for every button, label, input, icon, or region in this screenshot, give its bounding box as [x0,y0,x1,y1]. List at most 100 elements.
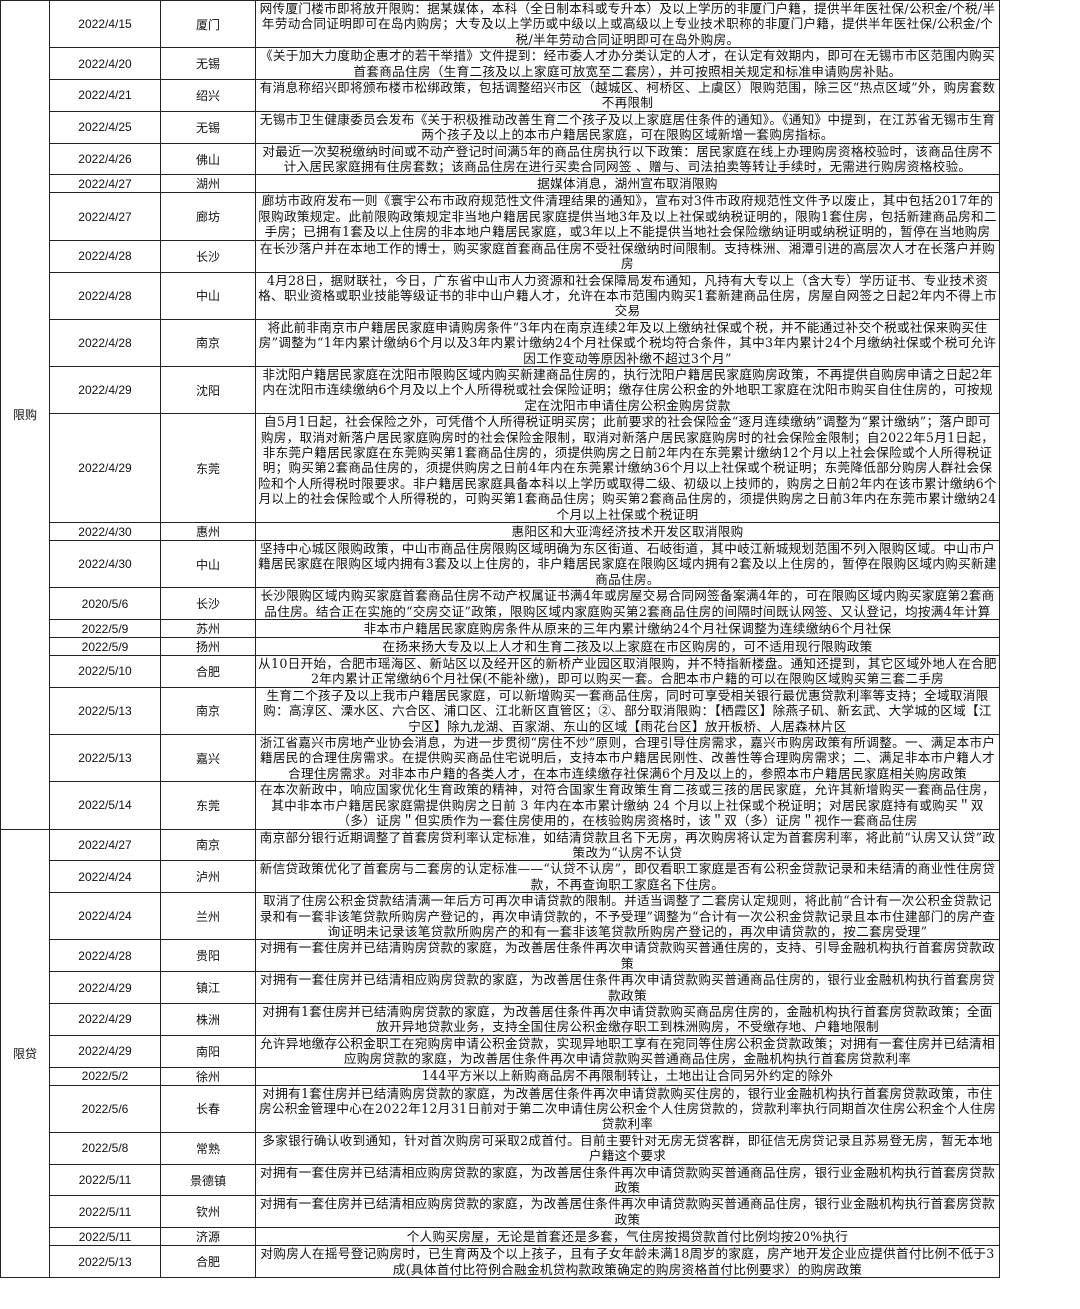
date-cell: 2022/5/8 [49,1131,161,1165]
category-cell: 限贷 [0,828,50,1279]
policy-text-cell: 对拥有1套住房并已结清购房贷款的家庭，为改善居住条件再次申请贷款购买住房的，银行… [255,1084,1000,1133]
table-row: 2022/5/2 徐州 144平方米以上新购商品房不再限制转让，土地出让合同另外约定… [1,1066,1000,1086]
table-row: 2022/4/25 无锡 无锡市卫生健康委员会发布《关于积极推动改善生育二个孩子及以… [1,110,1000,144]
table-row: 2022/5/11 景德镇 对拥有一套住房并已结清相应购房贷款的家庭，为改善居住条件… [1,1163,1000,1197]
date-cell: 2022/4/29 [49,1034,161,1068]
policy-text-cell: 允许异地缴存公积金职工在宛购房申请公积金贷款，实现异地职工享有在宛同等住房公积金… [255,1034,1000,1068]
table-row: 2022/4/24 兰州 取消了住房公积金贷款结清满一年后方可再次申请贷款的限制。并… [1,892,1000,941]
date-cell: 2022/4/29 [49,413,161,523]
date-cell: 2022/4/28 [49,271,161,320]
city-cell: 钦州 [160,1195,256,1229]
policy-text-cell: 多家银行确认收到通知，针对首次购房可采取2成首付。目前主要针对无房无贷客群，即征… [255,1131,1000,1165]
date-cell: 2022/5/13 [49,734,161,783]
table-row: 2022/5/8 常熟 多家银行确认收到通知，针对首次购房可采取2成首付。目前主要针… [1,1131,1000,1165]
table-row: 2022/4/28 长沙 在长沙落户并在本地工作的博士，购买家庭首套商品住房不受社保… [1,239,1000,273]
policy-text-cell: 从10日开始，合肥市瑶海区、新站区以及经开区的新桥产业园区取消限购，并不特指新楼… [255,655,1000,688]
city-cell: 扬州 [160,637,256,657]
policy-text-cell: 惠阳区和大亚湾经济技术开发区取消限购 [255,522,1000,541]
policy-text-cell: 在扬来扬大专及以上人才和生育二孩及以上家庭在市区购房的，可不适用现行限购政策 [255,637,1000,657]
city-cell: 东莞 [160,781,256,830]
policy-text-cell: 坚持中心城区限购政策，中山市商品住房限购区域明确为东区街道、石岐街道，其中岐江新… [255,539,1000,589]
date-cell: 2022/5/6 [49,1084,161,1133]
table-row: 2020/5/6 长沙 长沙限购区域内购买家庭首套商品住房不动产权属证书满4年或房屋… [1,587,1000,621]
table-row: 2022/4/26 佛山 对最近一次契税缴纳时间或不动产登记时间满5年的商品住房执行… [1,142,1000,176]
table-row: 2022/4/29 株洲 对拥有1套住房并已结清购房贷款的家庭，为改善居住条件再次申… [1,1002,1000,1036]
policy-text-cell: 对拥有1套住房并已结清购房贷款的家庭，为改善居住条件再次申请贷款购买商品房住房的… [255,1002,1000,1036]
policy-text-cell: 将此前非南京市户籍居民家庭申请购房条件“3年内在南京连续2年及以上缴纳社保或个税… [255,318,1000,367]
table-row: 2022/4/28 贵阳 对拥有一套住房并已结清购房贷款的家庭，为改善居住条件再次申… [1,939,1000,973]
city-cell: 常熟 [160,1131,256,1165]
date-cell: 2022/4/24 [49,892,161,941]
city-cell: 湖州 [160,174,256,194]
table-row: 2022/4/29 东莞 自5月1日起，社会保险之外，可凭借个人所得税证明买房；此前… [1,413,1000,523]
policy-text-cell: 网传厦门楼市即将放开限购：据某媒体，本科（全日制本科或专升本）及以上学历的非厦门… [255,0,1000,49]
city-cell: 廊坊 [160,192,256,241]
date-cell: 2022/4/27 [49,192,161,241]
policy-text-cell: 自5月1日起，社会保险之外，可凭借个人所得税证明买房；此前要求的社会保险金“逐月… [255,413,1000,523]
city-cell: 景德镇 [160,1163,256,1197]
date-cell: 2022/5/9 [49,619,161,639]
table-row: 2022/4/28 南京 将此前非南京市户籍居民家庭申请购房条件“3年内在南京连续2… [1,318,1000,367]
date-cell: 2022/4/25 [49,110,161,144]
date-cell: 2022/4/20 [49,47,161,81]
table-row: 2022/4/29 沈阳 非沈阳户籍居民家庭在沈阳市限购区域内购买新建商品住房的，执… [1,365,1000,415]
table-row: 2022/5/6 长春 对拥有1套住房并已结清购房贷款的家庭，为改善居住条件再次申请… [1,1084,1000,1133]
date-cell: 2022/5/13 [49,1245,161,1279]
date-cell: 2022/4/29 [49,1002,161,1036]
table-row: 2022/4/29 南阳 允许异地缴存公积金职工在宛购房申请公积金贷款，实现异地职工… [1,1034,1000,1068]
city-cell: 镇江 [160,971,256,1004]
city-cell: 无锡 [160,110,256,144]
policy-text-cell: 对拥有一套住房并已结清相应购房贷款的家庭，为改善居住条件再次申请贷款购买普通商品… [255,1163,1000,1197]
city-cell: 泸州 [160,860,256,894]
city-cell: 无锡 [160,47,256,81]
city-cell: 沈阳 [160,365,256,415]
policy-text-cell: 廊坊市政府发布一则《寰宇公布市政府规范性文件清理结果的通知》，宣布对3件市政府规… [255,192,1000,241]
policy-text-cell: 在本次新政中，响应国家优化生育政策的精神，对符合国家生育政策生育二孩或三孩的居民… [255,781,1000,830]
city-cell: 徐州 [160,1066,256,1086]
policy-text-cell: 据媒体消息，湖州宣布取消限购 [255,174,1000,194]
policy-text-cell: 对拥有一套住房并已结清相应购房贷款的家庭，为改善居住条件再次申请贷款购买普通商品… [255,1195,1000,1229]
policy-text-cell: 非本市户籍居民家庭购房条件从原来的三年内累计缴纳24个月社保调整为连续缴纳6个月… [255,619,1000,639]
date-cell: 2022/4/27 [49,174,161,194]
table-row: 2022/5/13 嘉兴 浙江省嘉兴市房地产业协会消息，为进一步贯彻“房住不炒”原则… [1,734,1000,783]
policy-text-cell: 对最近一次契税缴纳时间或不动产登记时间满5年的商品住房执行以下政策：居民家庭在线… [255,142,1000,176]
city-cell: 贵阳 [160,939,256,973]
city-cell: 南京 [160,318,256,367]
city-cell: 东莞 [160,413,256,523]
city-cell: 南京 [160,686,256,736]
city-cell: 中山 [160,539,256,589]
table-row: 2022/4/24 泸州 新信贷政策优化了首套房与二套房的认定标准——“认贷不认房”… [1,860,1000,894]
date-cell: 2022/5/14 [49,781,161,830]
city-cell: 惠州 [160,522,256,541]
table-row: 2022/4/20 无锡 《关于加大力度助企惠才的若干举措》文件提到：经市委人才办分… [1,47,1000,81]
table-row: 限购 2022/4/15 厦门 网传厦门楼市即将放开限购：据某媒体，本科（全日制本科或… [0,0,1000,830]
table-row: 2022/5/11 济源 个人购买房屋，无论是首套还是多套，气住房按揭贷款首付比例均… [1,1227,1000,1247]
policy-text-cell: 新信贷政策优化了首套房与二套房的认定标准——“认贷不认房”，即仅看职工家庭是否有… [255,860,1000,894]
date-cell: 2022/4/29 [49,971,161,1004]
date-cell: 2022/5/11 [49,1227,161,1247]
policy-table: 限购 2022/4/15 厦门 网传厦门楼市即将放开限购：据某媒体，本科（全日制本科或… [0,0,1000,1279]
city-cell: 济源 [160,1227,256,1247]
date-cell: 2022/5/11 [49,1163,161,1197]
date-cell: 2022/5/2 [49,1066,161,1086]
policy-text-cell: 144平方米以上新购商品房不再限制转让，土地出让合同另外约定的除外 [255,1066,1000,1086]
category-cell: 限购 [0,0,50,830]
table-row: 2022/5/9 苏州 非本市户籍居民家庭购房条件从原来的三年内累计缴纳24个月社保… [1,619,1000,639]
date-cell: 2022/4/30 [49,539,161,589]
table-row: 限贷 2022/4/27 南京 南京部分银行近期调整了首套房贷利率认定标准，如结清贷款… [0,828,1000,1279]
date-cell: 2022/4/21 [49,79,161,112]
city-cell: 苏州 [160,619,256,639]
city-cell: 厦门 [160,0,256,49]
policy-text-cell: 《关于加大力度助企惠才的若干举措》文件提到：经市委人才办分类认定的人才，在认定有… [255,47,1000,81]
date-cell: 2022/4/30 [49,522,161,541]
policy-text-cell: 对拥有一套住房并已结清购房贷款的家庭，为改善居住条件再次申请贷款购买普通住房的，… [255,939,1000,973]
date-cell: 2022/4/28 [49,239,161,273]
date-cell: 2022/5/10 [49,655,161,688]
date-cell: 2022/5/11 [49,1195,161,1229]
table-row: 2022/4/27 湖州 据媒体消息，湖州宣布取消限购 [1,174,1000,194]
policy-text-cell: 有消息称绍兴即将颁布楼市松绑政策，包括调整绍兴市区（越城区、柯桥区、上虞区）限购… [255,79,1000,112]
table-row: 2022/4/30 惠州 惠阳区和大亚湾经济技术开发区取消限购 [1,522,1000,541]
policy-text-cell: 对购房人在摇号登记购房时，已生育两及个以上孩子，且有子女年龄未满18周岁的家庭，… [255,1245,1000,1279]
date-cell: 2022/5/9 [49,637,161,657]
city-cell: 长春 [160,1084,256,1133]
